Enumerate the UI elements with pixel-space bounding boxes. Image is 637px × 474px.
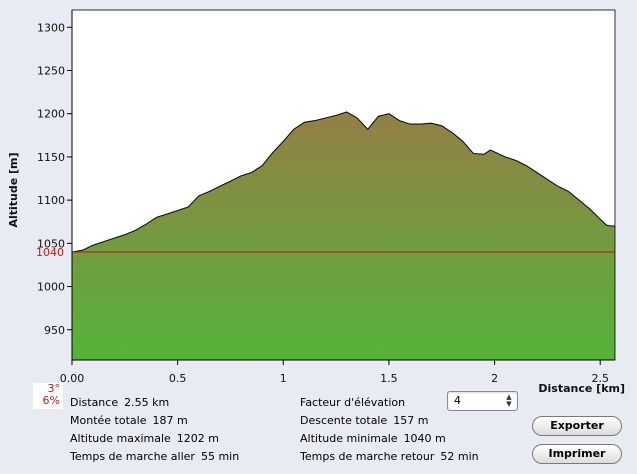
y-tick-label: 1300: [37, 21, 65, 34]
stat-distance-label: Distance: [70, 396, 119, 409]
stat-walk-out-value: 55 min: [200, 450, 240, 463]
stat-max-altitude-label: Altitude maximale: [70, 432, 171, 445]
elevation-factor-select[interactable]: 4 ▲ ▼: [447, 391, 518, 411]
stat-descent-value: 157 m: [393, 414, 429, 427]
stat-ascent: Montée totale 187 m: [70, 414, 188, 427]
x-axis-label: Distance [km]: [538, 382, 625, 395]
stat-walk-back-value: 52 min: [440, 450, 479, 463]
plot-frame: [71, 9, 616, 361]
elevation-area: [72, 112, 615, 360]
y-tick-label: 1200: [37, 108, 65, 121]
x-tick-label: 2: [491, 372, 498, 385]
x-tick-label: 1: [280, 372, 287, 385]
slope-percent: 6%: [42, 394, 60, 407]
y-tick-label: 1000: [37, 281, 65, 294]
slope-indicator: 3° 6%: [33, 383, 63, 409]
stepper-arrows-icon: ▲ ▼: [506, 393, 512, 408]
y-axis-label: Altitude [m]: [7, 152, 20, 227]
stat-ascent-value: 187 m: [152, 414, 188, 427]
x-tick-label: 0.5: [169, 372, 187, 385]
stat-distance: Distance 2.55 km: [70, 396, 169, 409]
elevation-factor-value: 4: [454, 394, 461, 407]
x-tick-label: 1.5: [380, 372, 398, 385]
stat-walk-back: Temps de marche retour 52 min: [300, 450, 479, 463]
stat-min-altitude-label: Altitude minimale: [300, 432, 398, 445]
stat-min-altitude-value: 1040 m: [403, 432, 446, 445]
export-button[interactable]: Exporter: [532, 416, 622, 436]
stat-walk-back-label: Temps de marche retour: [300, 450, 435, 463]
y-tick-label: 1150: [37, 151, 65, 164]
stat-walk-out: Temps de marche aller 55 min: [70, 450, 239, 463]
reference-line-label: 1040: [36, 246, 64, 259]
elevation-line: [71, 111, 615, 253]
stat-descent: Descente totale 157 m: [300, 414, 428, 427]
y-tick-label: 1100: [37, 194, 65, 207]
stat-ascent-label: Montée totale: [70, 414, 147, 427]
stat-max-altitude-value: 1202 m: [176, 432, 220, 445]
elevation-factor-label: Facteur d'élévation: [300, 396, 406, 409]
x-tick-label: 0.00: [60, 372, 85, 385]
stat-max-altitude: Altitude maximale 1202 m: [70, 432, 219, 445]
stat-descent-label: Descente totale: [300, 414, 388, 427]
stat-distance-value: 2.55 km: [124, 396, 170, 409]
x-tick-label: 2.5: [591, 372, 609, 385]
slope-degrees: 3°: [47, 382, 61, 395]
y-tick-label: 950: [44, 324, 65, 337]
stat-min-altitude: Altitude minimale 1040 m: [300, 432, 446, 445]
y-tick-label: 1250: [37, 64, 65, 77]
y-tick-label: 1050: [37, 237, 65, 250]
stat-walk-out-label: Temps de marche aller: [70, 450, 195, 463]
print-button[interactable]: Imprimer: [532, 444, 622, 464]
